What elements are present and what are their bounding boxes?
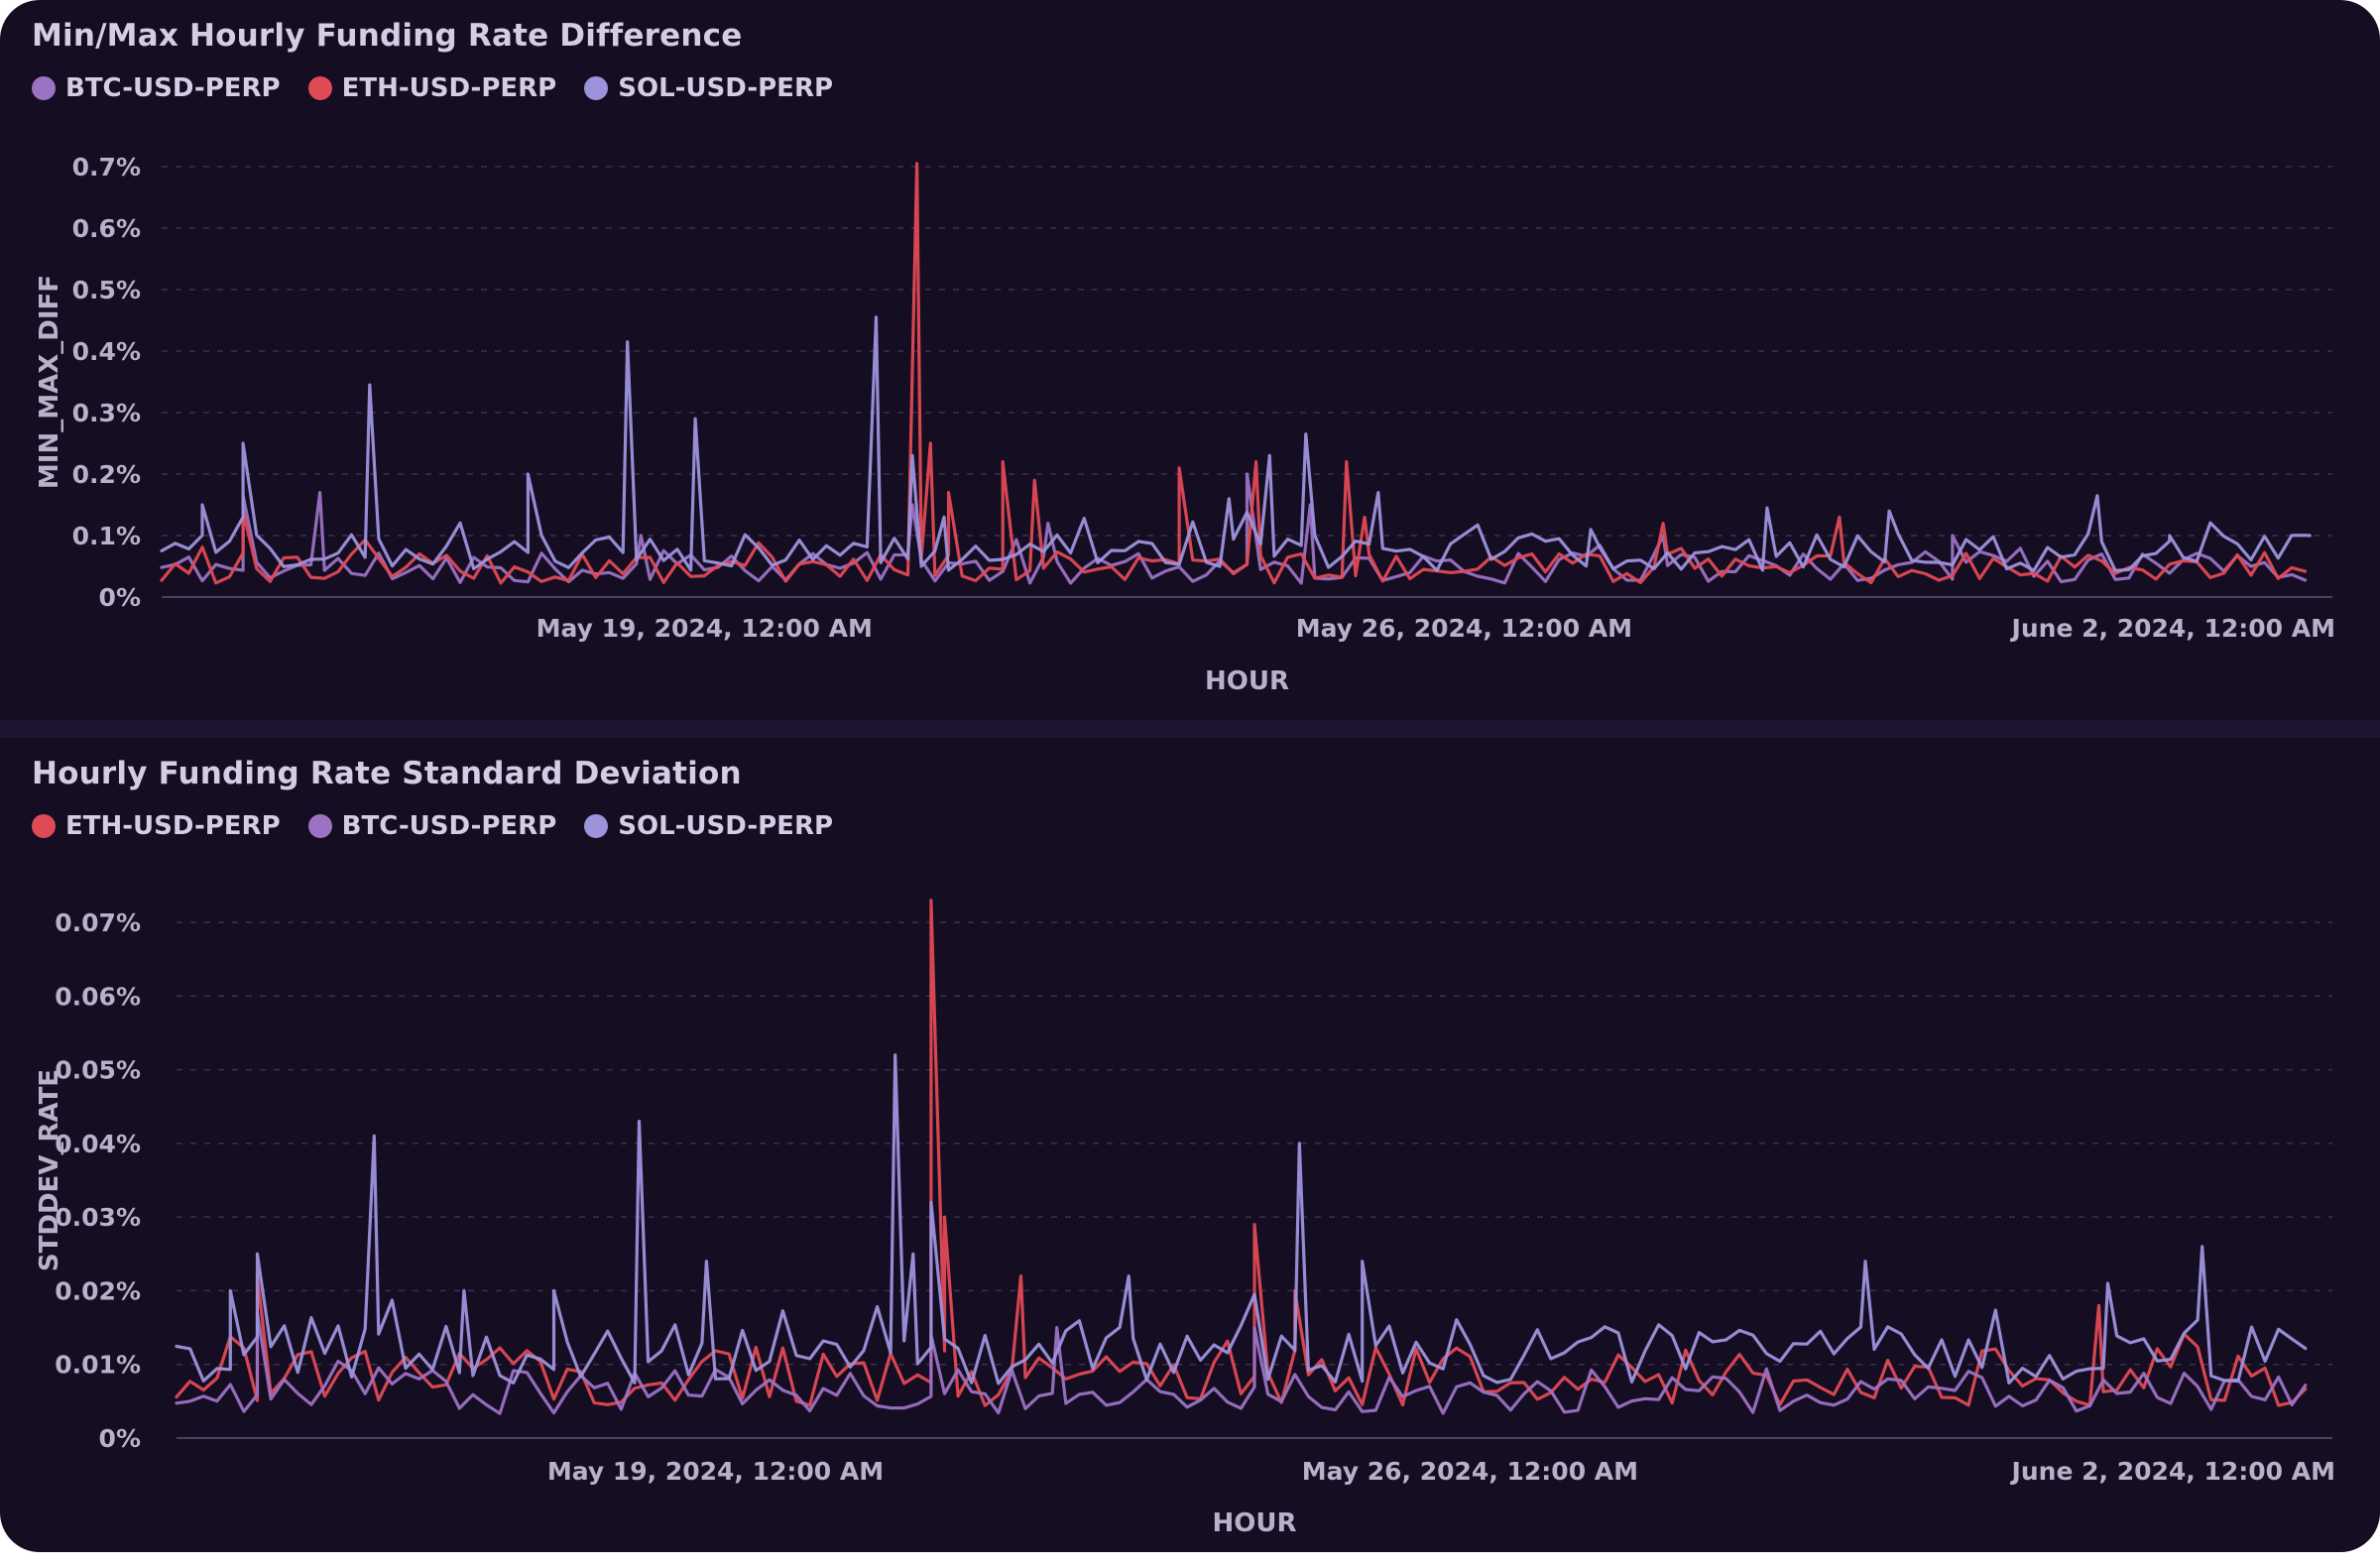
x-tick-label: June 2, 2024, 12:00 AM — [2010, 1457, 2335, 1486]
legend-dot-sol — [584, 814, 609, 838]
y-tick-label: 0.2% — [72, 460, 141, 489]
legend-item-sol[interactable]: SOL-USD-PERP — [584, 73, 833, 103]
chart-title: Hourly Funding Rate Standard Deviation — [32, 756, 742, 791]
legend-item-eth[interactable]: ETH-USD-PERP — [307, 73, 557, 103]
series-line-eth[interactable] — [160, 162, 2308, 585]
y-tick-label: 0.5% — [72, 276, 141, 304]
legend-item-btc[interactable]: BTC-USD-PERP — [307, 811, 557, 841]
chart-title: Min/Max Hourly Funding Rate Difference — [32, 18, 743, 54]
y-tick-label: 0.01% — [55, 1351, 141, 1380]
y-tick-label: 0.05% — [55, 1056, 141, 1085]
y-tick-label: 0% — [99, 1424, 141, 1453]
x-tick-label: May 26, 2024, 12:00 AM — [1302, 1457, 1638, 1486]
line-chart-stddev: 0% 0.01% 0.02% 0.03% 0.04% 0.05% 0.06% 0.07% May… — [35, 899, 2335, 1538]
series-line-btc[interactable] — [175, 1311, 2308, 1415]
y-tick-label: 0% — [99, 583, 141, 612]
chart-legend: BTC-USD-PERP ETH-USD-PERP SOL-USD-PERP — [32, 73, 861, 103]
chart-panel-min-max: Min/Max Hourly Funding Rate Difference B… — [0, 0, 2380, 720]
legend-label: BTC-USD-PERP — [341, 811, 557, 841]
legend-label: BTC-USD-PERP — [65, 73, 281, 103]
legend-item-btc[interactable]: BTC-USD-PERP — [32, 73, 281, 103]
y-tick-label: 0.1% — [72, 522, 141, 550]
legend-dot-btc — [32, 76, 56, 100]
legend-dot-sol — [584, 76, 609, 100]
legend-item-eth[interactable]: ETH-USD-PERP — [32, 811, 281, 841]
legend-dot-eth — [32, 814, 56, 838]
x-axis-title: HOUR — [1205, 666, 1289, 696]
panel-divider — [0, 720, 2380, 738]
x-tick-label: May 26, 2024, 12:00 AM — [1296, 614, 1632, 643]
y-tick-label: 0.04% — [55, 1130, 141, 1158]
x-axis-title: HOUR — [1213, 1508, 1297, 1538]
x-tick-label: May 19, 2024, 12:00 AM — [547, 1457, 884, 1486]
chart-panel-stddev: Hourly Funding Rate Standard Deviation E… — [0, 738, 2380, 1552]
x-tick-label: June 2, 2024, 12:00 AM — [2010, 614, 2335, 643]
legend-item-sol[interactable]: SOL-USD-PERP — [584, 811, 833, 841]
legend-dot-btc — [307, 814, 332, 838]
y-tick-label: 0.07% — [55, 908, 141, 937]
y-axis-title: STDDEV_RATE — [35, 1069, 64, 1271]
y-tick-label: 0.03% — [55, 1203, 141, 1232]
y-tick-label: 0.4% — [72, 337, 141, 366]
legend-label: ETH-USD-PERP — [341, 73, 557, 103]
y-tick-label: 0.3% — [72, 399, 141, 427]
series-line-sol[interactable] — [160, 315, 2312, 572]
y-tick-label: 0.6% — [72, 214, 141, 243]
y-tick-label: 0.7% — [72, 153, 141, 181]
series-line-sol[interactable] — [175, 1053, 2308, 1386]
chart-legend: ETH-USD-PERP BTC-USD-PERP SOL-USD-PERP — [32, 811, 861, 841]
y-tick-label: 0.02% — [55, 1276, 141, 1305]
legend-label: SOL-USD-PERP — [618, 73, 834, 103]
legend-dot-eth — [307, 76, 332, 100]
y-axis-title: MIN_MAX_DIFF — [35, 275, 64, 489]
series-line-eth[interactable] — [175, 899, 2308, 1407]
line-chart-min-max: 0% 0.1% 0.2% 0.3% 0.4% 0.5% 0.6% 0.7% May 19, 20… — [35, 153, 2335, 696]
y-tick-label: 0.06% — [55, 982, 141, 1011]
legend-label: ETH-USD-PERP — [65, 811, 281, 841]
x-tick-label: May 19, 2024, 12:00 AM — [536, 614, 873, 643]
legend-label: SOL-USD-PERP — [618, 811, 834, 841]
